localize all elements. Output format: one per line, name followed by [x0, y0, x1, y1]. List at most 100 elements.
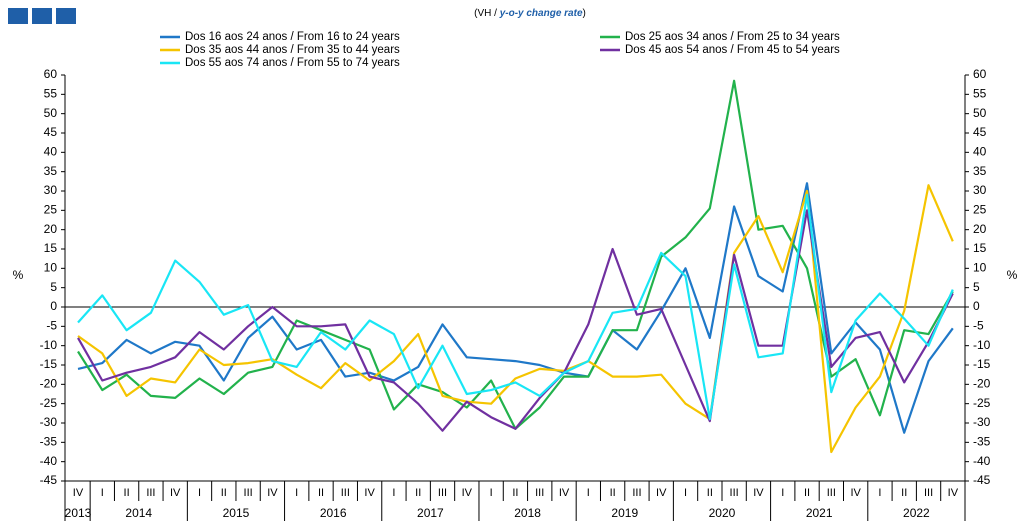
x-tick-label: IV	[656, 487, 667, 499]
x-tick-label: IV	[753, 487, 764, 499]
x-tick-label: I	[198, 487, 201, 499]
y-tick-label: 0	[50, 299, 57, 313]
series-line	[77, 184, 954, 454]
logo-square	[56, 8, 76, 24]
x-year-label: 2018	[514, 506, 541, 520]
x-year-label: 2014	[125, 506, 152, 520]
series-line	[77, 182, 954, 434]
y2-tick-label: -25	[973, 396, 991, 410]
y-tick-label: 25	[44, 203, 58, 217]
logo-square	[8, 8, 28, 24]
legend-label: Dos 25 aos 34 anos / From 25 to 34 years	[625, 31, 840, 43]
y2-tick-label: 0	[973, 299, 980, 313]
x-tick-label: II	[415, 487, 421, 499]
x-tick-label: III	[438, 487, 447, 499]
x-tick-label: III	[730, 487, 739, 499]
y2-axis-label: %	[1007, 268, 1018, 282]
y-tick-label: -5	[46, 319, 57, 333]
y2-tick-label: 25	[973, 203, 987, 217]
y-tick-label: 60	[44, 67, 58, 81]
series-line	[77, 193, 954, 421]
legend-label: Dos 55 aos 74 anos / From 55 to 74 years	[185, 57, 400, 69]
x-year-label: 2015	[223, 506, 250, 520]
x-tick-label: II	[124, 487, 130, 499]
x-tick-label: I	[781, 487, 784, 499]
y2-tick-label: 15	[973, 241, 987, 255]
y2-tick-label: -45	[973, 473, 991, 487]
x-tick-label: III	[244, 487, 253, 499]
y-tick-label: 20	[44, 222, 58, 236]
x-tick-label: II	[318, 487, 324, 499]
y-tick-label: -35	[40, 435, 58, 449]
y2-tick-label: 60	[973, 67, 987, 81]
y-tick-label: -10	[40, 338, 58, 352]
series-line	[77, 209, 954, 432]
x-tick-label: III	[827, 487, 836, 499]
x-year-label: 2017	[417, 506, 444, 520]
x-tick-label: II	[804, 487, 810, 499]
x-tick-label: III	[632, 487, 641, 499]
x-year-label: 2013	[65, 506, 92, 520]
y-tick-label: 50	[44, 106, 58, 120]
x-tick-label: II	[221, 487, 227, 499]
x-tick-label: III	[924, 487, 933, 499]
y2-tick-label: 35	[973, 164, 987, 178]
x-tick-label: II	[610, 487, 616, 499]
y-tick-label: -20	[40, 377, 58, 391]
subtitle-part: )	[583, 8, 586, 19]
y2-tick-label: 5	[973, 280, 980, 294]
x-tick-label: I	[295, 487, 298, 499]
y-tick-label: -30	[40, 415, 58, 429]
x-tick-label: IV	[170, 487, 181, 499]
x-tick-label: IV	[948, 487, 959, 499]
x-year-label: 2019	[611, 506, 638, 520]
x-year-label: 2016	[320, 506, 347, 520]
y2-tick-label: 30	[973, 183, 987, 197]
y-tick-label: -15	[40, 357, 58, 371]
y-tick-label: 15	[44, 241, 58, 255]
x-tick-label: I	[684, 487, 687, 499]
y2-tick-label: -10	[973, 338, 991, 352]
y-tick-label: 55	[44, 87, 58, 101]
x-tick-label: III	[146, 487, 155, 499]
x-tick-label: IV	[267, 487, 278, 499]
x-tick-label: IV	[364, 487, 375, 499]
x-tick-label: II	[707, 487, 713, 499]
series-line	[77, 79, 954, 430]
y2-tick-label: -5	[973, 319, 984, 333]
y-tick-label: 5	[50, 280, 57, 294]
legend-label: Dos 16 aos 24 anos / From 16 to 24 years	[185, 31, 400, 43]
y-tick-label: 40	[44, 145, 58, 159]
x-tick-label: III	[341, 487, 350, 499]
x-tick-label: IV	[850, 487, 861, 499]
y2-tick-label: 45	[973, 125, 987, 139]
y2-tick-label: 20	[973, 222, 987, 236]
y2-tick-label: 40	[973, 145, 987, 159]
y2-tick-label: -20	[973, 377, 991, 391]
legend-label: Dos 45 aos 54 anos / From 45 to 54 years	[625, 44, 840, 56]
subtitle-part: y-o-y change rate	[499, 8, 583, 19]
y-tick-label: -25	[40, 396, 58, 410]
y-tick-label: 10	[44, 261, 58, 275]
x-year-label: 2021	[806, 506, 833, 520]
y2-tick-label: -40	[973, 454, 991, 468]
x-year-label: 2022	[903, 506, 930, 520]
legend-label: Dos 35 aos 44 anos / From 35 to 44 years	[185, 44, 400, 56]
y-axis-label: %	[13, 268, 24, 282]
x-tick-label: IV	[462, 487, 473, 499]
x-tick-label: II	[512, 487, 518, 499]
x-tick-label: II	[901, 487, 907, 499]
y-tick-label: -40	[40, 454, 58, 468]
x-tick-label: I	[101, 487, 104, 499]
y2-tick-label: 50	[973, 106, 987, 120]
y-tick-label: -45	[40, 473, 58, 487]
x-tick-label: I	[878, 487, 881, 499]
y-tick-label: 35	[44, 164, 58, 178]
y-tick-label: 30	[44, 183, 58, 197]
y2-tick-label: -35	[973, 435, 991, 449]
y2-tick-label: -30	[973, 415, 991, 429]
subtitle-part: (VH /	[474, 8, 500, 19]
x-tick-label: IV	[73, 487, 84, 499]
x-tick-label: I	[392, 487, 395, 499]
